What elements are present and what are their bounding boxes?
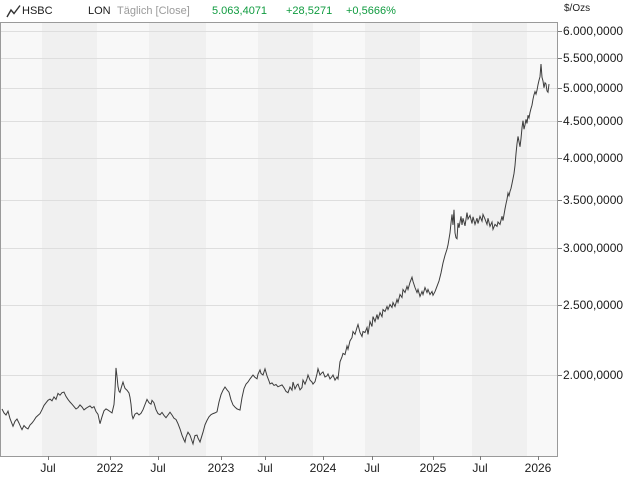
- x-tick-label: 2025: [419, 461, 447, 475]
- half-year-band: [313, 23, 365, 456]
- x-tick-label: Jul: [472, 461, 488, 475]
- half-year-band: [149, 23, 206, 456]
- half-year-band: [258, 23, 313, 456]
- x-tick-label: Jul: [40, 461, 56, 475]
- y-tick-label: 5.000,0000: [563, 81, 624, 95]
- change-percent: +0,5666%: [346, 5, 396, 17]
- change-absolute: +28,5271: [286, 5, 333, 17]
- half-year-band: [206, 23, 258, 456]
- interval-mode-label: Täglich [Close]: [117, 5, 190, 17]
- y-tick-label: 5.500,0000: [563, 51, 624, 65]
- price-line: [1, 63, 550, 446]
- x-tick-label: 2023: [207, 461, 235, 475]
- y-tick-label: 4.500,0000: [563, 114, 624, 128]
- exchange-code: LON: [88, 5, 111, 17]
- x-tick-label: Jul: [257, 461, 273, 475]
- quote-header: HSBC LON Täglich [Close] 5.063,4071 +28,…: [0, 0, 640, 22]
- y-tick-label: 6.000,0000: [563, 24, 624, 38]
- half-year-band: [527, 23, 557, 456]
- half-year-band: [472, 23, 527, 456]
- y-axis-unit-label: $/Ozs: [564, 3, 591, 14]
- plot-border: [0, 22, 558, 457]
- instrument-symbol: HSBC: [22, 5, 53, 17]
- y-tick-label: 2.500,0000: [563, 298, 624, 312]
- y-tick-label: 3.500,0000: [563, 193, 624, 207]
- half-year-band: [365, 23, 420, 456]
- x-tick-label: 2026: [524, 461, 552, 475]
- last-price-value: 5.063,4071: [212, 5, 268, 17]
- line-chart-icon: [6, 5, 21, 18]
- y-tick-label: 4.000,0000: [563, 151, 624, 165]
- y-tick-label: 3.000,0000: [563, 241, 624, 255]
- half-year-band: [420, 23, 472, 456]
- x-tick-label: Jul: [364, 461, 380, 475]
- half-year-band: [1, 23, 42, 456]
- x-tick-label: 2024: [309, 461, 337, 475]
- x-tick-label: 2022: [96, 461, 124, 475]
- half-year-band: [42, 23, 97, 456]
- y-tick-label: 2.000,0000: [563, 368, 624, 382]
- x-tick-label: Jul: [150, 461, 166, 475]
- half-year-band: [97, 23, 149, 456]
